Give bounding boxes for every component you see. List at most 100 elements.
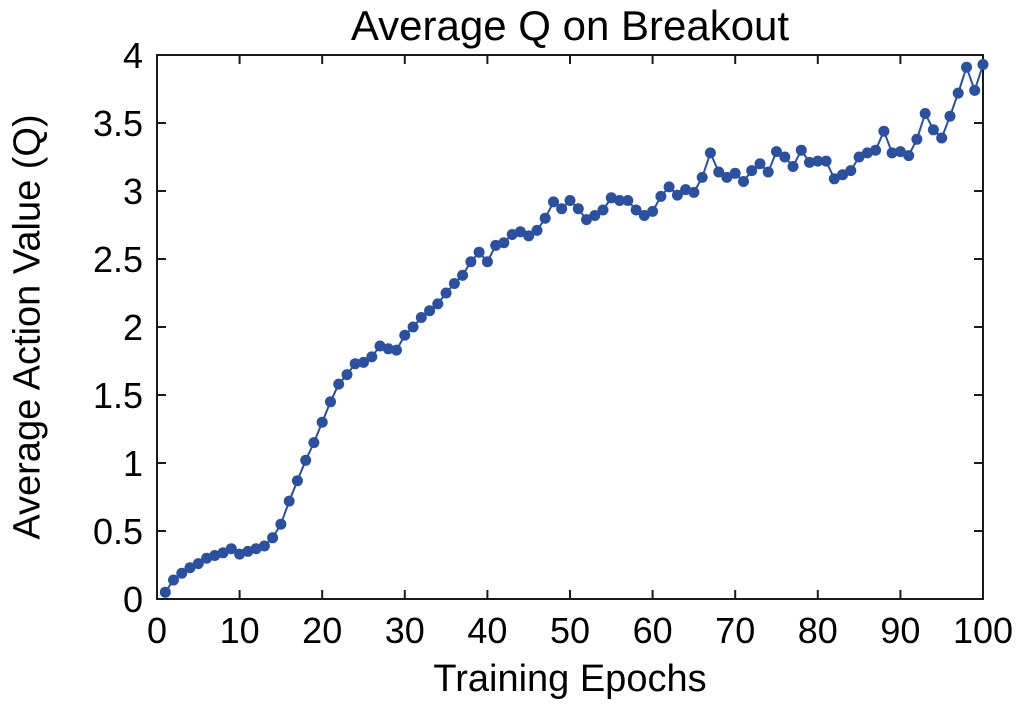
data-point bbox=[771, 146, 782, 158]
data-point bbox=[448, 278, 460, 289]
data-point bbox=[258, 540, 270, 552]
data-point bbox=[415, 312, 427, 323]
data-point bbox=[911, 133, 923, 145]
data-point bbox=[952, 87, 964, 99]
data-point bbox=[779, 151, 791, 163]
data-point bbox=[308, 437, 320, 449]
series-line bbox=[164, 64, 984, 593]
data-point bbox=[795, 144, 807, 156]
data-point bbox=[184, 562, 196, 574]
data-point bbox=[267, 532, 279, 544]
data-point bbox=[457, 269, 469, 281]
data-point bbox=[754, 158, 766, 170]
data-point bbox=[688, 186, 700, 198]
x-tick-label: 20 bbox=[302, 610, 342, 651]
data-point bbox=[192, 558, 204, 570]
y-tick-label: 1.5 bbox=[93, 375, 143, 416]
data-point bbox=[531, 224, 543, 236]
data-point bbox=[878, 125, 890, 137]
data-point bbox=[812, 155, 824, 167]
data-point bbox=[886, 147, 898, 159]
data-point bbox=[523, 230, 535, 242]
y-tick-label: 0 bbox=[123, 579, 143, 620]
data-point bbox=[630, 204, 642, 216]
data-point bbox=[622, 195, 634, 206]
data-point bbox=[581, 214, 592, 226]
data-point bbox=[316, 416, 328, 428]
data-point bbox=[729, 167, 741, 179]
y-tick-label: 1 bbox=[123, 443, 143, 484]
data-point bbox=[655, 190, 667, 202]
data-point bbox=[738, 176, 749, 187]
data-point bbox=[589, 210, 601, 221]
data-point bbox=[481, 256, 493, 268]
data-point bbox=[713, 166, 725, 178]
axes-box bbox=[156, 54, 984, 600]
data-point bbox=[291, 475, 303, 487]
data-point bbox=[539, 212, 551, 224]
data-point bbox=[234, 548, 246, 560]
x-tick-label: 30 bbox=[385, 610, 425, 651]
data-point bbox=[168, 574, 179, 586]
x-tick-label: 0 bbox=[147, 610, 167, 651]
data-point bbox=[465, 256, 477, 268]
data-point bbox=[704, 147, 716, 159]
data-point bbox=[407, 321, 419, 333]
x-tick-label: 10 bbox=[220, 610, 260, 651]
data-point bbox=[969, 84, 981, 96]
y-tick-label: 3.5 bbox=[93, 103, 143, 144]
data-point bbox=[663, 181, 675, 193]
data-point bbox=[572, 203, 584, 215]
x-tick-label: 40 bbox=[467, 610, 507, 651]
data-point bbox=[837, 169, 849, 181]
data-point bbox=[382, 343, 394, 355]
data-point bbox=[275, 518, 287, 530]
data-point bbox=[374, 340, 386, 352]
data-point bbox=[903, 150, 915, 162]
data-point bbox=[358, 356, 369, 368]
y-tick-label: 4 bbox=[123, 35, 143, 76]
data-point bbox=[605, 192, 617, 204]
data-point bbox=[944, 110, 956, 122]
data-point bbox=[349, 358, 361, 370]
data-point bbox=[432, 298, 444, 310]
data-point bbox=[762, 166, 774, 178]
data-point bbox=[746, 165, 758, 177]
data-point bbox=[366, 351, 378, 363]
data-point bbox=[300, 454, 312, 466]
data-point bbox=[341, 369, 353, 381]
data-point bbox=[787, 161, 799, 172]
data-point bbox=[845, 165, 857, 177]
x-tick-label: 70 bbox=[715, 610, 755, 651]
data-point bbox=[696, 171, 708, 183]
data-point bbox=[614, 195, 626, 206]
data-point bbox=[721, 171, 733, 183]
data-point bbox=[176, 567, 188, 579]
data-point bbox=[804, 156, 815, 168]
data-point bbox=[564, 195, 576, 206]
data-point bbox=[870, 144, 882, 156]
data-point bbox=[440, 287, 452, 299]
data-point bbox=[325, 396, 336, 408]
data-point bbox=[828, 173, 840, 185]
data-point bbox=[283, 495, 295, 507]
chart-title: Average Q on Breakout bbox=[350, 2, 790, 49]
data-point bbox=[894, 146, 906, 158]
data-point bbox=[853, 151, 865, 163]
x-tick-label: 60 bbox=[633, 610, 673, 651]
data-point bbox=[919, 108, 931, 119]
data-point bbox=[647, 205, 659, 217]
data-point bbox=[597, 204, 609, 216]
x-tick-label: 100 bbox=[953, 610, 1013, 651]
y-tick-label: 3 bbox=[123, 171, 143, 212]
data-point bbox=[391, 344, 402, 356]
data-point bbox=[225, 543, 237, 555]
data-point bbox=[977, 59, 989, 70]
y-tick-label: 2 bbox=[123, 307, 143, 348]
data-point bbox=[961, 61, 972, 73]
data-point bbox=[556, 203, 568, 215]
data-point bbox=[671, 189, 683, 201]
data-point bbox=[927, 124, 939, 136]
data-point bbox=[820, 155, 832, 167]
